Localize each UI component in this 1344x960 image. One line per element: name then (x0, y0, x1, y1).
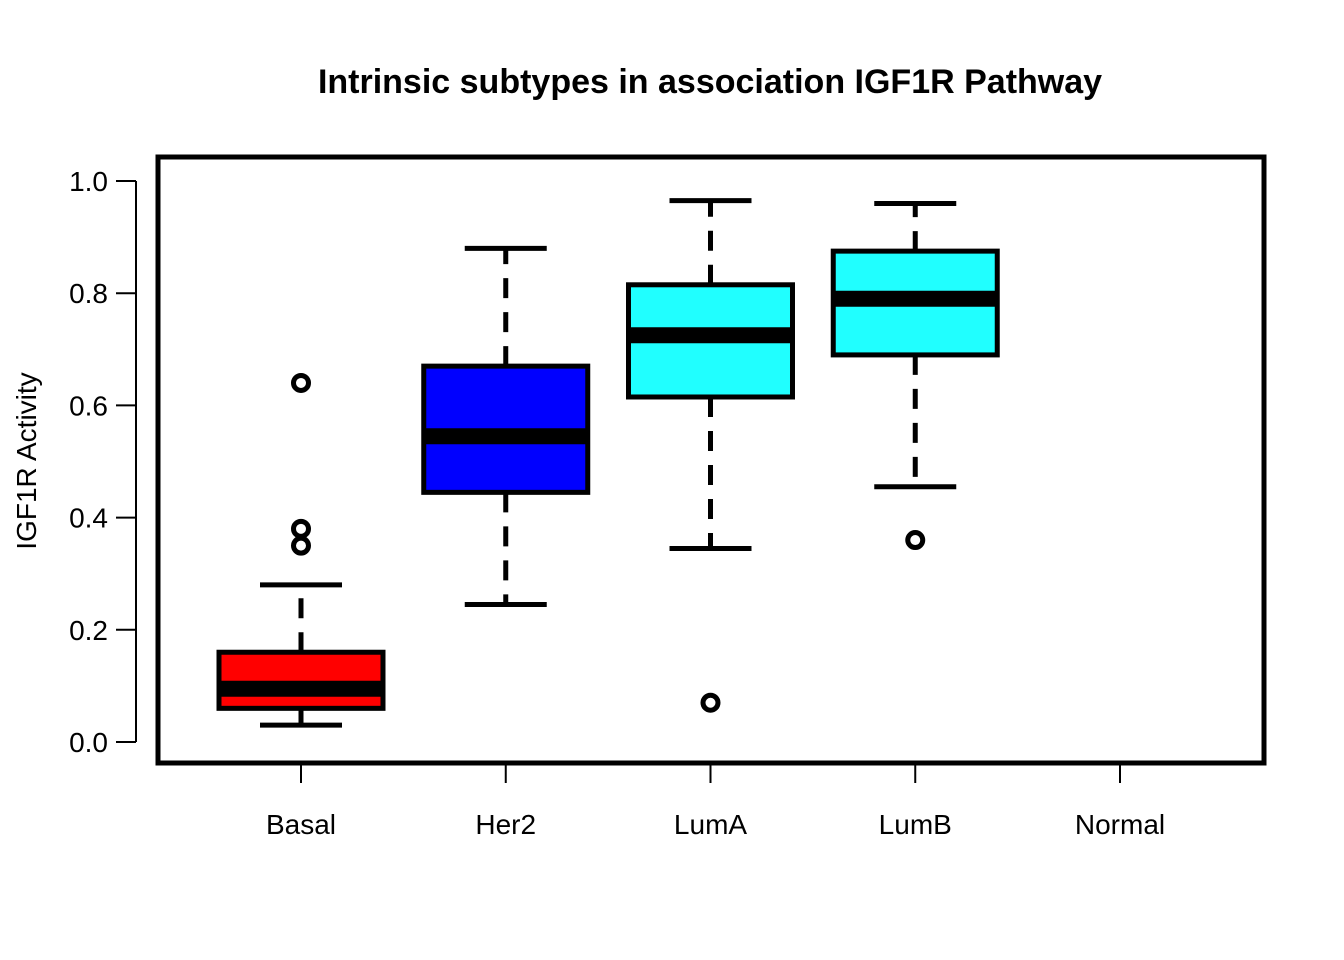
x-tick-label: LumA (674, 809, 747, 840)
y-tick-label: 0.4 (69, 503, 108, 534)
outlier-point (905, 530, 926, 551)
chart-title: Intrinsic subtypes in association IGF1R … (318, 63, 1102, 101)
outlier-point (291, 372, 311, 393)
outlier-point (291, 535, 311, 556)
box-her2 (421, 245, 591, 608)
x-tick-label: Basal (266, 809, 336, 840)
outlier-point (291, 518, 311, 539)
y-tick-label: 0.2 (69, 615, 108, 646)
plot-frame (155, 154, 1267, 766)
iqr-box (216, 649, 386, 711)
box-basal (216, 372, 386, 728)
y-tick-label: 0.6 (69, 390, 108, 421)
y-tick-label: 1.0 (69, 166, 108, 197)
x-tick-label: LumB (879, 809, 952, 840)
box-lumb (830, 200, 1000, 551)
x-tick-label: Her2 (475, 809, 536, 840)
outlier-point (700, 692, 721, 713)
x-tick-label: Normal (1075, 809, 1165, 840)
plot-area: 0.0 0.2 0.4 0.6 0.8 1.0 Basal Her2 LumA LumB Norma… (69, 166, 1165, 840)
box-luma (626, 198, 795, 713)
y-tick-label: 0.0 (69, 727, 108, 758)
y-tick-label: 0.8 (69, 278, 108, 309)
y-axis-label: IGF1R Activity (11, 372, 42, 549)
